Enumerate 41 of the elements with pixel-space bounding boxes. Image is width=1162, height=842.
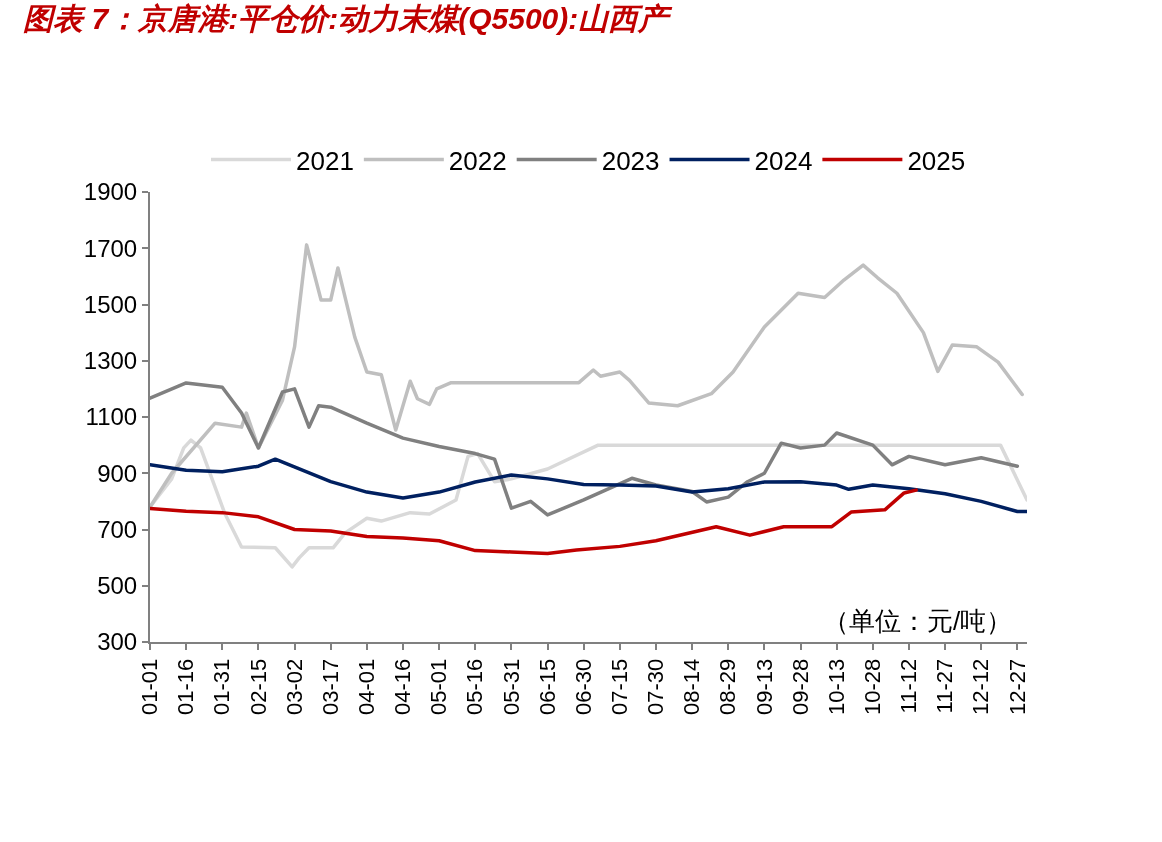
y-tick-label: 1100 xyxy=(85,403,138,431)
y-tick-label: 1900 xyxy=(83,178,138,206)
y-tick-label: 700 xyxy=(97,515,138,543)
x-tick-label: 03-02 xyxy=(281,658,307,716)
x-tick-label: 10-13 xyxy=(823,658,849,716)
y-tick-label: 900 xyxy=(97,459,138,487)
legend-label: 2024 xyxy=(754,145,813,176)
annotation: （单位：元/吨） xyxy=(823,606,1013,636)
x-tick-label: 08-29 xyxy=(715,658,741,716)
x-tick-label: 05-16 xyxy=(462,658,488,716)
x-tick-label: 05-01 xyxy=(426,658,452,716)
legend-label: 2022 xyxy=(448,145,507,176)
x-tick-label: 07-30 xyxy=(643,658,669,716)
x-tick-label: 06-15 xyxy=(534,658,560,716)
x-tick-label: 08-14 xyxy=(679,658,705,716)
legend-label: 2023 xyxy=(601,145,660,176)
x-tick-label: 11-12 xyxy=(896,658,922,714)
x-tick-label: 04-01 xyxy=(353,658,379,716)
y-tick-label: 1500 xyxy=(83,290,138,318)
x-tick-label: 04-16 xyxy=(390,658,416,716)
x-tick-label: 09-13 xyxy=(751,658,777,716)
x-tick-label: 02-15 xyxy=(245,658,271,716)
chart-title: 图表 7：京唐港:平仓价:动力末煤(Q5500):山西产 xyxy=(23,2,674,36)
legend-label: 2021 xyxy=(296,145,354,176)
x-tick-label: 09-28 xyxy=(787,658,813,716)
x-tick-label: 01-16 xyxy=(173,658,199,716)
x-tick-label: 12-27 xyxy=(1004,658,1030,716)
x-tick-label: 12-12 xyxy=(968,658,994,716)
x-tick-label: 01-31 xyxy=(209,658,235,716)
x-tick-label: 07-15 xyxy=(606,658,632,716)
x-tick-label: 05-31 xyxy=(498,658,524,716)
x-tick-label: 06-30 xyxy=(570,658,596,716)
x-tick-label: 03-17 xyxy=(317,658,343,716)
y-tick-label: 300 xyxy=(97,628,138,656)
y-tick-label: 500 xyxy=(97,572,138,600)
x-tick-label: 10-28 xyxy=(859,658,885,716)
legend-label: 2025 xyxy=(907,145,966,176)
y-tick-label: 1300 xyxy=(83,347,138,375)
x-tick-label: 01-01 xyxy=(137,658,163,716)
y-tick-label: 1700 xyxy=(83,234,138,262)
x-tick-label: 11-27 xyxy=(932,658,958,714)
